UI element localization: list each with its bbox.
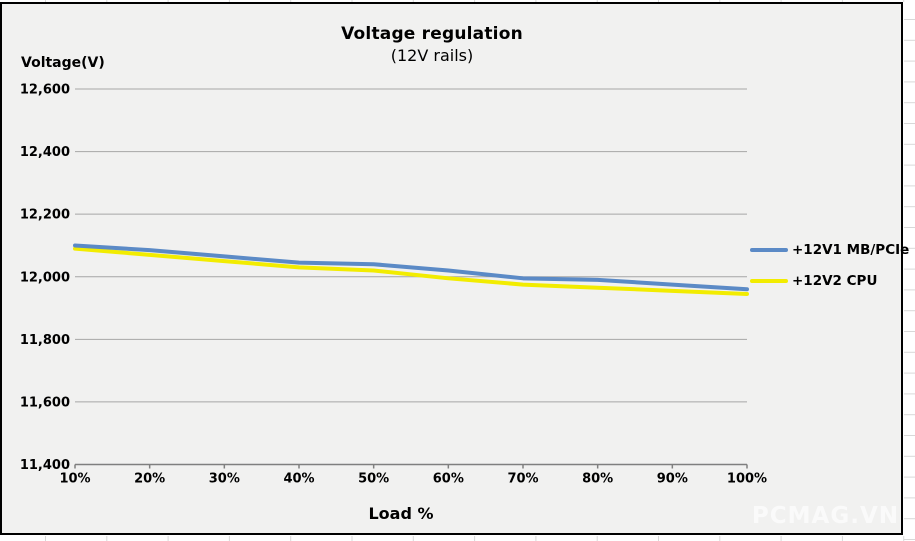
- legend-label-12v2: +12V2 CPU: [792, 273, 878, 289]
- x-axis-title: Load %: [368, 504, 434, 523]
- legend-item-12v1: +12V1 MB/PCIe: [750, 241, 909, 259]
- series2-line-swatch: [750, 279, 788, 283]
- pcmag-watermark: PCMAG.VN: [751, 503, 899, 529]
- chart-legend: +12V1 MB/PCIe +12V2 CPU: [750, 241, 909, 290]
- chart-title: Voltage regulation: [341, 24, 523, 44]
- chart-subtitle: (12V rails): [390, 46, 474, 65]
- legend-label-12v1: +12V1 MB/PCIe: [792, 242, 910, 258]
- series1-line-swatch: [750, 248, 788, 252]
- legend-item-12v2: +12V2 CPU: [750, 272, 909, 290]
- y-axis-title: Voltage(V): [21, 55, 105, 71]
